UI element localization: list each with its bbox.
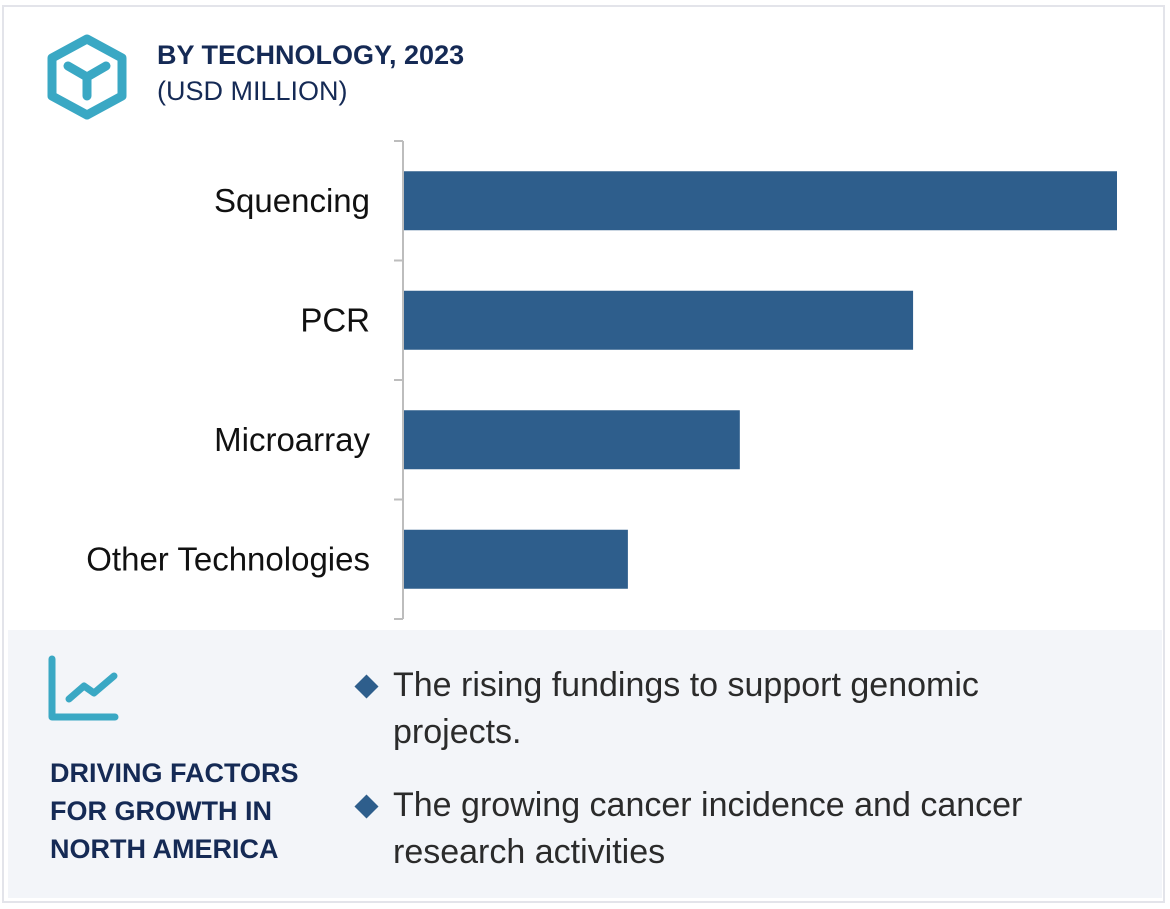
driving-factors-panel xyxy=(8,630,1162,898)
category-label: PCR xyxy=(300,301,370,338)
hexagon-y-icon xyxy=(47,34,127,120)
category-label: Other Technologies xyxy=(86,540,370,577)
factor-item: The rising fundings to support genomic p… xyxy=(354,662,1098,756)
bar-squencing xyxy=(404,171,1117,231)
chart-subtitle: (USD MILLION) xyxy=(157,76,348,106)
factor-item: The growing cancer incidence and cancer … xyxy=(354,782,1098,876)
chart-title: BY TECHNOLOGY, 2023 xyxy=(157,40,465,70)
diamond-bullet-icon xyxy=(354,794,379,819)
line-chart-icon xyxy=(48,655,119,721)
bar-pcr xyxy=(404,290,914,350)
category-label: Squencing xyxy=(214,182,370,219)
diamond-bullet-icon xyxy=(354,674,379,699)
driving-factors-heading: DRIVING FACTORS FOR GROWTH IN NORTH AMER… xyxy=(50,758,299,864)
bar-microarray xyxy=(404,410,740,470)
card-frame xyxy=(2,5,1165,903)
bar-chart: Squencing PCR Microarray Other Technologies xyxy=(86,140,1117,620)
bar-other-technologies xyxy=(404,529,628,589)
category-label: Microarray xyxy=(214,421,370,458)
